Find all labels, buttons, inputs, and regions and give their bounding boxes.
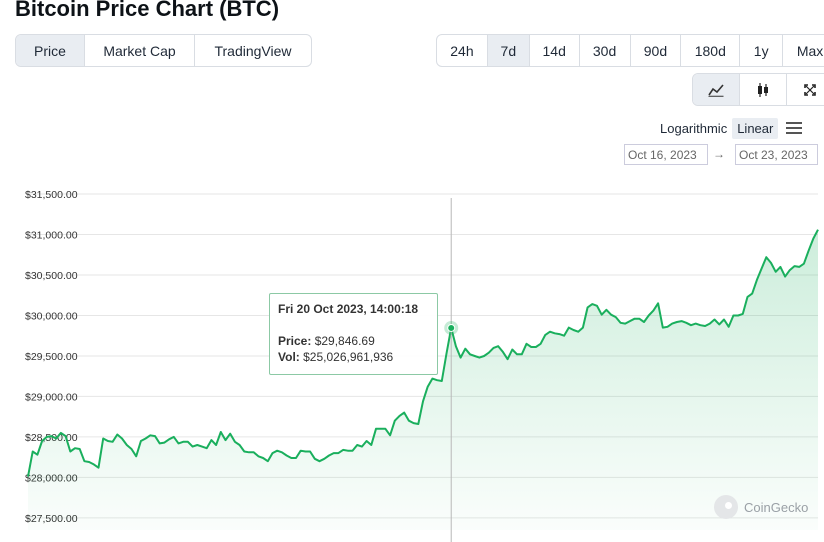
hamburger-menu-icon[interactable] xyxy=(786,122,803,134)
tooltip-vol-value: $25,026,961,936 xyxy=(303,350,394,364)
watermark-text: CoinGecko xyxy=(744,499,809,515)
page-title: Bitcoin Price Chart (BTC) xyxy=(15,0,280,21)
y-tick-label: $30,500.00 xyxy=(25,270,78,282)
y-tick-label: $31,000.00 xyxy=(25,230,78,242)
tooltip-price-value: $29,846.69 xyxy=(314,334,375,348)
y-tick-label: $31,500.00 xyxy=(25,189,78,201)
range-max[interactable]: Max xyxy=(782,35,824,66)
range-180d[interactable]: 180d xyxy=(680,35,739,66)
tab-market-cap[interactable]: Market Cap xyxy=(84,35,194,66)
candlestick-icon[interactable] xyxy=(739,74,786,105)
tooltip-price-label: Price: xyxy=(278,334,312,348)
tab-price[interactable]: Price xyxy=(16,35,84,66)
scale-logarithmic[interactable]: Logarithmic xyxy=(660,120,728,136)
coingecko-watermark: CoinGecko xyxy=(714,495,808,519)
fullscreen-icon[interactable] xyxy=(786,74,824,105)
range-30d[interactable]: 30d xyxy=(578,35,630,66)
chart-tooltip: Fri 20 Oct 2023, 14:00:18 Price: $29,846… xyxy=(269,293,438,375)
y-tick-label: $29,000.00 xyxy=(25,391,78,403)
date-range-arrow: → xyxy=(713,147,725,161)
metric-tabs: Price Market Cap TradingView xyxy=(15,34,312,67)
tab-tradingview[interactable]: TradingView xyxy=(194,35,311,66)
tooltip-vol-label: Vol: xyxy=(278,350,300,364)
price-line xyxy=(27,229,819,477)
date-from-input[interactable]: Oct 16, 2023 xyxy=(624,144,708,165)
chart-type-toggle xyxy=(692,73,824,106)
range-1y[interactable]: 1y xyxy=(739,35,782,66)
range-90d[interactable]: 90d xyxy=(629,35,681,66)
scale-linear[interactable]: Linear xyxy=(732,117,779,139)
y-tick-label: $30,000.00 xyxy=(25,310,78,322)
scale-switch: Logarithmic Linear xyxy=(655,117,803,139)
coingecko-logo-icon xyxy=(714,495,738,519)
range-7d[interactable]: 7d xyxy=(486,35,529,66)
range-tabs: 24h 7d 14d 30d 90d 180d 1y Max xyxy=(436,34,824,67)
range-14d[interactable]: 14d xyxy=(528,35,579,66)
hover-point xyxy=(447,323,456,332)
line-chart-icon[interactable] xyxy=(693,74,739,105)
y-tick-label: $29,500.00 xyxy=(25,351,78,363)
price-area xyxy=(28,229,818,530)
date-to-input[interactable]: Oct 23, 2023 xyxy=(735,144,818,165)
tooltip-date: Fri 20 Oct 2023, 14:00:18 xyxy=(278,302,419,316)
range-24h[interactable]: 24h xyxy=(450,42,474,59)
price-chart[interactable]: $27,500.00$28,000.00$28,500.00$29,000.00… xyxy=(0,175,824,542)
